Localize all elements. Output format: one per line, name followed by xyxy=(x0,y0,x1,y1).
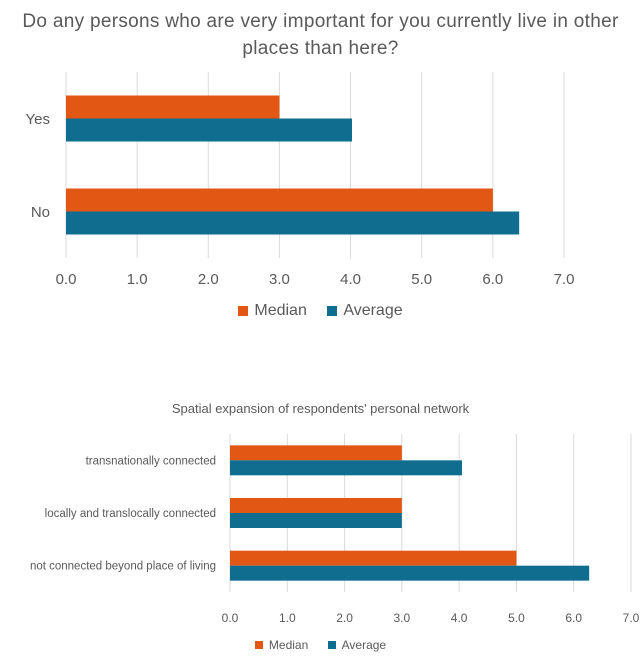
x-tick-label: 2.0 xyxy=(198,271,219,288)
category-label: No xyxy=(31,204,50,221)
bar-median xyxy=(66,188,493,212)
bar-median xyxy=(230,550,517,566)
bar-average xyxy=(66,211,520,235)
chart-title: Do any persons who are very important fo… xyxy=(22,11,619,59)
x-tick-label: 1.0 xyxy=(279,611,296,625)
bar-average xyxy=(66,118,352,142)
x-tick-label: 7.0 xyxy=(554,271,575,288)
legend-item-average: Average xyxy=(327,638,387,652)
bar-median xyxy=(66,95,280,119)
x-tick-label: 2.0 xyxy=(336,611,353,625)
chart-title: Spatial expansion of respondents' person… xyxy=(171,401,470,416)
x-tick-label: 1.0 xyxy=(127,271,148,288)
legend-label-median: Median xyxy=(254,302,307,319)
category-label: transnationally connected xyxy=(86,455,216,467)
bar-median xyxy=(230,445,402,461)
chart-legend: Median Average xyxy=(0,302,641,321)
bar-average xyxy=(230,460,463,476)
category-label: not connected beyond place of living xyxy=(30,561,216,573)
chart-important-persons: Do any persons who are very important fo… xyxy=(0,11,641,321)
legend-swatch-average xyxy=(327,306,338,316)
legend-item-median: Median xyxy=(238,302,307,320)
x-tick-label: 7.0 xyxy=(623,611,640,625)
bar-average xyxy=(230,513,402,528)
x-tick-label: 5.0 xyxy=(411,271,432,288)
legend-swatch-median xyxy=(238,306,249,316)
legend-swatch-median xyxy=(254,641,263,649)
chart-plot-area: 0.0 1.0 2.0 3.0 4.0 5.0 6.0 7.0 transnationally … xyxy=(30,434,640,625)
chart-spatial-expansion: Spatial expansion of respondents' person… xyxy=(0,390,641,656)
bar-average xyxy=(230,565,590,581)
legend-label-average: Average xyxy=(341,638,387,652)
chart-plot-area: 0.0 1.0 2.0 3.0 4.0 5.0 6.0 7.0 Yes No xyxy=(26,72,575,288)
x-tick-label: 4.0 xyxy=(451,611,468,625)
legend-label-median: Median xyxy=(268,638,309,652)
legend-item-average: Average xyxy=(327,302,403,320)
x-tick-label: 0.0 xyxy=(222,611,239,625)
legend-item-median: Median xyxy=(254,638,309,652)
category-label: Yes xyxy=(26,111,50,128)
x-tick-label: 4.0 xyxy=(340,271,361,288)
category-label: locally and translocally connected xyxy=(45,508,216,520)
x-tick-label: 0.0 xyxy=(56,271,77,288)
x-tick-label: 5.0 xyxy=(508,611,525,625)
bar-median xyxy=(230,498,402,513)
x-tick-label: 6.0 xyxy=(565,611,582,625)
legend-swatch-average xyxy=(327,641,336,649)
x-tick-label: 3.0 xyxy=(394,611,411,625)
legend-label-average: Average xyxy=(343,302,403,319)
x-tick-label: 6.0 xyxy=(482,271,503,288)
x-tick-label: 3.0 xyxy=(269,271,290,288)
chart-legend: Median Average xyxy=(0,638,641,652)
